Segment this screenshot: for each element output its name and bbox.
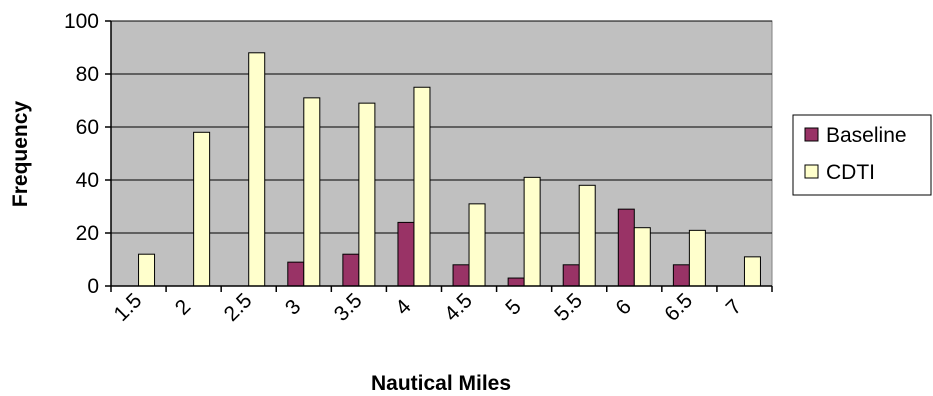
bar-baseline-6.5: [672, 264, 690, 287]
bar-cdti-5.5: [578, 184, 596, 287]
legend: Baseline CDTI: [792, 114, 932, 196]
bar-cdti-2.5: [248, 52, 266, 287]
y-tick-label: 60: [76, 116, 99, 139]
x-tick-label: 4: [391, 295, 416, 320]
x-tick-label: 6: [611, 295, 636, 320]
bar-cdti-5: [523, 176, 541, 287]
bar-cdti-3.5: [358, 102, 376, 287]
plot-area: [110, 20, 773, 287]
x-tick-label: 5: [501, 295, 526, 320]
bar-baseline-5.5: [562, 264, 580, 287]
bars: [138, 52, 761, 287]
y-tick-label: 20: [76, 222, 99, 245]
x-axis-title: Nautical Miles: [371, 372, 511, 395]
y-tick-label: 40: [76, 169, 99, 192]
legend-label-cdti: CDTI: [826, 161, 875, 184]
x-tick-label: 3.5: [330, 289, 367, 326]
y-tick-label: 0: [87, 275, 99, 298]
gridlines: [111, 20, 772, 234]
bar-baseline-3.5: [342, 253, 360, 287]
x-tick-label: 6.5: [660, 289, 697, 326]
x-tick-label: 2.5: [220, 289, 257, 326]
bar-cdti-4: [413, 86, 431, 287]
legend-swatch-cdti: [804, 164, 819, 179]
bar-baseline-3: [287, 261, 305, 287]
bar-baseline-4.5: [452, 264, 470, 287]
bar-cdti-7: [743, 256, 761, 287]
x-tick-label: 3: [281, 295, 306, 320]
bar-baseline-6: [617, 208, 635, 287]
bar-cdti-4.5: [468, 203, 486, 287]
y-tick-label: 80: [76, 63, 99, 86]
x-tick-label: 1.5: [109, 289, 146, 326]
x-tick-label: 7: [722, 295, 747, 320]
bar-cdti-2: [193, 131, 211, 287]
y-axis-title: Frequency: [9, 101, 32, 208]
x-tick-label: 4.5: [440, 289, 477, 326]
bar-baseline-4: [397, 221, 415, 287]
y-axis-ticks: 0 20 40 60 80 100: [64, 10, 111, 298]
y-tick-label: 100: [64, 10, 99, 33]
x-axis-ticks: 1.5 2 2.5 3 3.5 4 4.5 5 5.5 6 6.5 7: [109, 286, 773, 326]
bar-cdti-6: [633, 227, 651, 287]
bar-cdti-6.5: [688, 229, 706, 287]
x-tick-label: 2: [171, 295, 196, 320]
legend-label-baseline: Baseline: [826, 124, 907, 147]
bar-cdti-3: [303, 97, 321, 287]
bar-baseline-5: [507, 277, 525, 287]
x-tick-label: 5.5: [550, 289, 587, 326]
legend-swatch-baseline: [804, 127, 819, 142]
bar-cdti-1.5: [138, 253, 156, 287]
